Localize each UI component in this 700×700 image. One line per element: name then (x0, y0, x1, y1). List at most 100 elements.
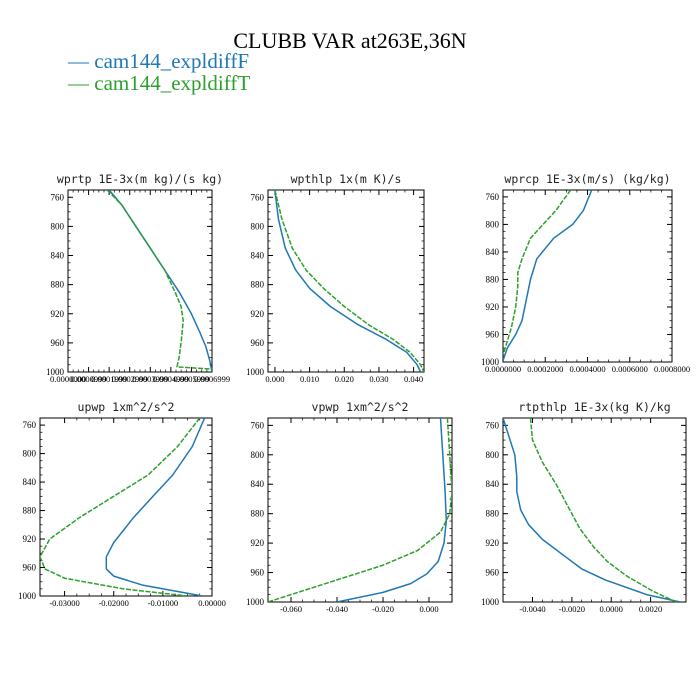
x-tick-label: -0.01000 (148, 598, 178, 608)
x-tick-label: 0.0000000 (485, 364, 521, 374)
x-tick-label: 0.030 (369, 374, 388, 384)
y-tick-label: 1000 (246, 597, 265, 607)
y-tick-label: 840 (486, 479, 500, 489)
y-tick-label: 880 (23, 506, 37, 516)
legend-entry-expldiffT: — cam144_expldiffT (68, 71, 251, 95)
subplot-1: wprtp 1E-3x(m kg)/(s kg) 760 800 840 880 920 9… (46, 172, 230, 384)
x-tick-label: -0.03000 (49, 598, 79, 608)
x-tick-label: 0.010 (300, 374, 319, 384)
x-tick-label: -0.060 (280, 604, 302, 614)
y-tick-label: 840 (251, 251, 265, 261)
x-tick-label: 0.0000000 (50, 374, 86, 384)
x-tick-label: -0.020 (372, 604, 394, 614)
y-tick-label: 800 (486, 450, 500, 460)
x-tick-label: 0.00000 (198, 598, 226, 608)
y-tick-label: 760 (486, 192, 500, 202)
y-tick-label: 880 (251, 509, 265, 519)
y-tick-label: 1000 (246, 367, 265, 377)
series-line-cam144-expldiffF (503, 190, 593, 361)
y-tick-label: 840 (251, 479, 265, 489)
y-tick-label: 960 (23, 563, 37, 573)
x-tick-label: 0.0005999 (173, 374, 209, 384)
series-line-cam144-expldiffT (40, 418, 201, 596)
y-tick-label: 1000 (481, 597, 500, 607)
y-tick-label: 800 (251, 221, 265, 231)
y-tick-label: 760 (51, 192, 65, 202)
subplot-title: wprtp 1E-3x(m kg)/(s kg) (57, 172, 223, 186)
y-tick-label: 920 (51, 309, 65, 319)
y-tick-label: 960 (486, 329, 500, 339)
series-line-cam144-expldiffT (274, 190, 424, 372)
series-line-cam144-expldiffF (105, 418, 206, 596)
x-tick-label: 0.020 (335, 374, 354, 384)
subplot-title: vpwp 1xm^2/s^2 (312, 400, 409, 414)
y-tick-label: 920 (486, 538, 500, 548)
y-tick-label: 760 (23, 420, 37, 430)
y-tick-label: 800 (23, 449, 37, 459)
x-tick-label: 0.0004000 (569, 364, 605, 374)
y-tick-label: 760 (251, 192, 265, 202)
y-tick-label: 960 (251, 338, 265, 348)
plot-frame (67, 189, 213, 373)
x-tick-label: 0.0020 (639, 604, 662, 614)
y-tick-label: 800 (51, 221, 65, 231)
y-tick-label: 840 (486, 247, 500, 257)
x-tick-label: 0.000 (265, 374, 284, 384)
x-tick-label: -0.0020 (559, 604, 585, 614)
x-tick-label: -0.02000 (98, 598, 128, 608)
subplot-4: upwp 1xm^2/s^2 760 800 840 880 920 960 1000 -0.0… (18, 400, 226, 608)
series-line-cam144-expldiffT (503, 190, 572, 356)
subplot-6: rtpthlp 1E-3x(kg K)/kg 760 800 840 880 920 960… (481, 400, 687, 614)
subplot-3: wprcp 1E-3x(m/s) (kg/kg) 760 800 840 880 920 9… (481, 172, 690, 374)
y-tick-label: 800 (486, 219, 500, 229)
legend-entry-expldiffF: — cam144_expldiffF (68, 49, 250, 73)
x-tick-label: 0.0008000 (654, 364, 690, 374)
x-tick-label: 0.0003999 (132, 374, 168, 384)
subplot-title: wpthlp 1x(m K)/s (291, 172, 402, 186)
series-line-cam144-expldiffT (268, 418, 452, 602)
y-tick-label: 920 (251, 309, 265, 319)
x-tick-label: -0.0040 (519, 604, 545, 614)
subplot-title: wprcp 1E-3x(m/s) (kg/kg) (504, 172, 670, 186)
y-tick-label: 840 (23, 477, 37, 487)
y-tick-label: 880 (251, 280, 265, 290)
series-line-cam144-expldiffT (106, 190, 212, 370)
y-tick-label: 760 (251, 420, 265, 430)
x-tick-label: 0.0006999 (194, 374, 230, 384)
x-tick-label: 0.0002999 (112, 374, 148, 384)
y-tick-label: 1000 (46, 367, 65, 377)
x-tick-label: 0.0000 (600, 604, 623, 614)
x-tick-label: 0.0004999 (153, 374, 189, 384)
series-line-cam144-expldiffT (529, 418, 677, 602)
series-line-cam144-expldiffF (503, 418, 681, 602)
y-tick-label: 760 (486, 420, 500, 430)
x-tick-label: 0.0000999 (71, 374, 107, 384)
x-tick-label: 0.040 (404, 374, 423, 384)
subplot-2: wpthlp 1x(m K)/s76080084088092096010000.… (246, 172, 425, 384)
series-line-cam144-expldiffF (108, 190, 212, 372)
y-tick-label: 960 (251, 568, 265, 578)
y-tick-label: 960 (51, 338, 65, 348)
y-tick-label: 1000 (18, 591, 37, 601)
y-tick-label: 880 (51, 280, 65, 290)
x-tick-label: 0.0001999 (91, 374, 127, 384)
series-line-cam144-expldiffF (336, 418, 448, 602)
y-tick-label: 1000 (481, 357, 500, 367)
y-tick-label: 800 (251, 450, 265, 460)
x-tick-label: -0.040 (326, 604, 348, 614)
y-tick-label: 960 (486, 568, 500, 578)
x-tick-label: 0.000 (419, 604, 438, 614)
y-tick-label: 920 (23, 534, 37, 544)
plot-frame (39, 417, 213, 597)
y-tick-label: 840 (51, 251, 65, 261)
subplot-title: rtpthlp 1E-3x(kg K)/kg (518, 400, 670, 414)
x-tick-label: 0.0002000 (527, 364, 563, 374)
subplot-5: vpwp 1xm^2/s^2 760 800 840 880 920 960 1000 -0.0… (246, 400, 453, 614)
x-tick-label: 0.0006000 (612, 364, 648, 374)
y-tick-label: 880 (486, 274, 500, 284)
figure-title: CLUBB VAR at263E,36N (233, 28, 467, 53)
y-tick-label: 920 (486, 302, 500, 312)
plot-frame (502, 189, 673, 363)
y-tick-label: 920 (251, 538, 265, 548)
